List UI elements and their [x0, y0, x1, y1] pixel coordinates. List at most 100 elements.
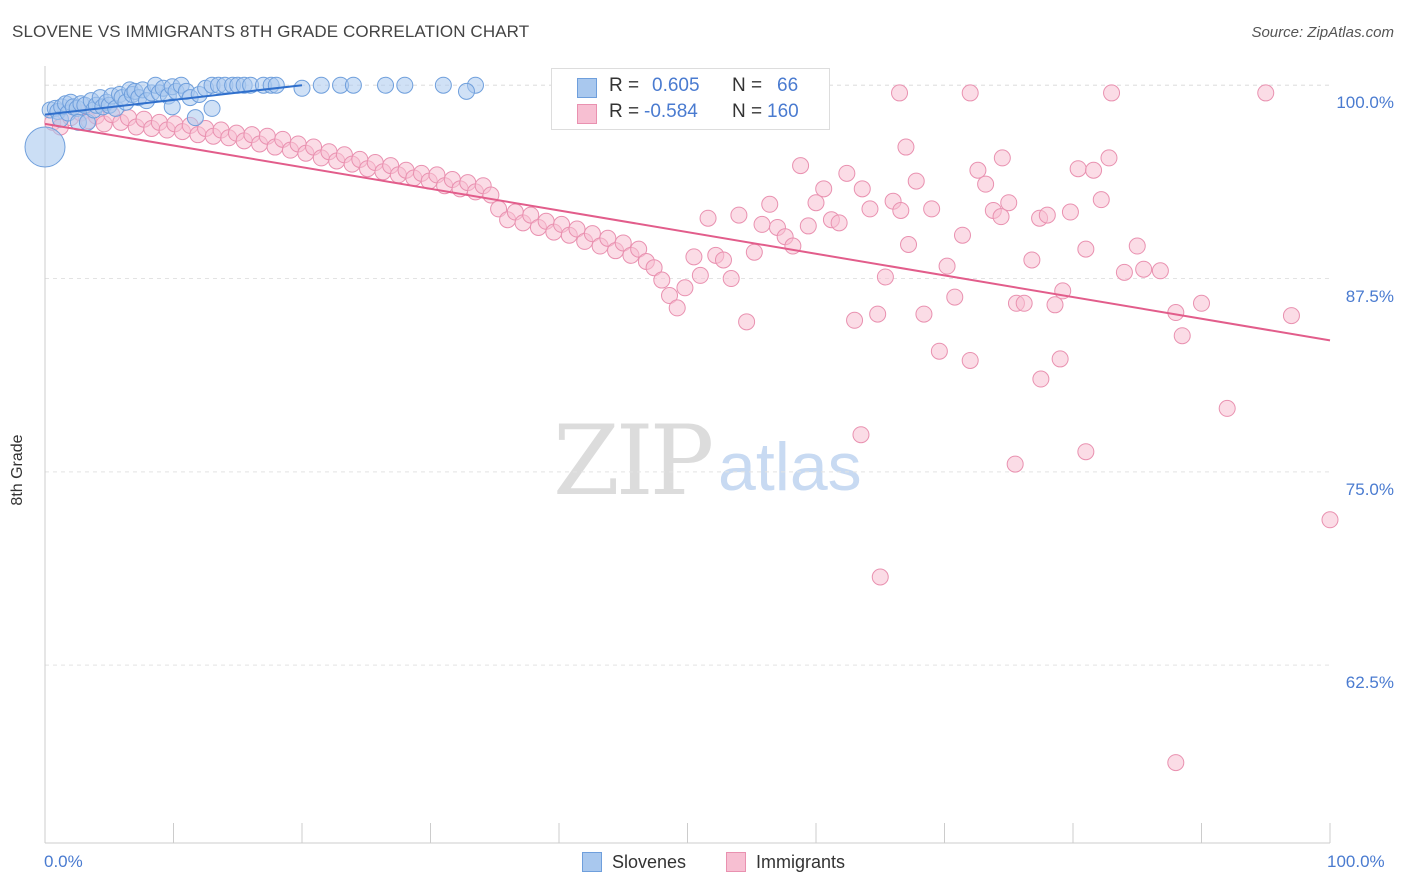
immigrants-point [1077, 240, 1095, 258]
immigrants-point [668, 299, 686, 317]
immigrants-point [993, 149, 1011, 167]
immigrants-point [930, 342, 948, 360]
watermark-atlas: atlas [718, 429, 862, 505]
immigrants-point [861, 200, 879, 218]
immigrants-point [977, 175, 995, 193]
slovenes-trend-line [44, 84, 303, 116]
immigrants-point [1023, 251, 1041, 269]
immigrants-point [614, 234, 632, 252]
immigrants-point [961, 351, 979, 369]
slovenes-point [396, 76, 414, 94]
slovenes-point [203, 99, 221, 117]
r-value: -0.584 [644, 101, 698, 122]
immigrants-point [1085, 161, 1103, 179]
immigrants-point [676, 279, 694, 297]
immigrants-point [630, 240, 648, 258]
immigrants-point [691, 266, 709, 284]
immigrants-point [761, 195, 779, 213]
slovenes-legend-icon [582, 852, 602, 872]
x-tick-label-max: 100.0% [1327, 852, 1385, 871]
slovenes-point [267, 76, 285, 94]
immigrants-point [1061, 203, 1079, 221]
gridlines [45, 84, 1330, 666]
immigrants-point [846, 311, 864, 329]
immigrants-point [852, 426, 870, 444]
immigrants-point [1015, 294, 1033, 312]
r-value: 0.605 [652, 75, 700, 96]
immigrants-point [891, 84, 909, 102]
watermark-zip: ZIP [553, 405, 714, 517]
immigrants-point [1167, 754, 1185, 772]
immigrants-point [730, 206, 748, 224]
immigrants-point [1100, 149, 1118, 167]
immigrants-point [1173, 327, 1191, 345]
immigrants-point [1151, 262, 1169, 280]
immigrants-point [869, 305, 887, 323]
immigrants-point [1032, 370, 1050, 388]
immigrants-point [815, 180, 833, 198]
immigrants-point [1038, 206, 1056, 224]
immigrants-point [1092, 191, 1110, 209]
slovenes-legend-label: Slovenes [612, 852, 687, 872]
axes [44, 66, 1331, 844]
slovenes-point [186, 109, 204, 127]
immigrants-point [853, 180, 871, 198]
y-tick-label: 75.0% [1345, 479, 1394, 499]
immigrants-trend-line [44, 122, 1331, 342]
immigrants-point [722, 270, 740, 288]
immigrants-point [876, 268, 894, 286]
immigrants-point [661, 287, 679, 305]
immigrants-point [992, 208, 1010, 226]
n-value: 160 [767, 101, 799, 122]
immigrants-point [522, 206, 540, 224]
immigrants-point [1115, 263, 1133, 281]
slovenes-point [457, 82, 475, 100]
n-label: N = [732, 101, 763, 122]
immigrants-point [946, 288, 964, 306]
immigrants-point [792, 157, 810, 175]
source-label: Source: ZipAtlas.com [1251, 24, 1394, 41]
immigrants-point [1193, 294, 1210, 312]
immigrants-point [583, 225, 601, 243]
immigrants-point [745, 243, 763, 261]
immigrants-point [714, 251, 732, 269]
immigrants-point [738, 313, 756, 331]
slovenes-swatch-icon [577, 78, 597, 98]
immigrants-point [871, 568, 889, 586]
trend-lines [44, 84, 1331, 342]
legend-row-immigrants: R = -0.584 N = 160 [552, 101, 829, 127]
immigrants-point [1006, 455, 1024, 473]
immigrants-point [1128, 237, 1146, 255]
immigrants-point [838, 164, 856, 182]
immigrants-point [953, 226, 971, 244]
immigrants-point [1077, 443, 1095, 461]
y-tick-label: 62.5% [1345, 673, 1394, 693]
immigrants-point [907, 172, 925, 190]
immigrants-point [900, 235, 918, 253]
r-label: R = [609, 75, 640, 96]
slovenes-point [344, 76, 362, 94]
immigrants-point [645, 259, 663, 277]
slovenes-point [434, 76, 452, 94]
immigrants-legend-label: Immigrants [756, 852, 846, 872]
immigrants-point [599, 229, 617, 247]
immigrants-point [1051, 350, 1069, 368]
immigrants-point [753, 215, 771, 233]
immigrants-point [1282, 307, 1300, 325]
y-tick-label: 100.0% [1336, 93, 1394, 113]
x-tick-label-min: 0.0% [44, 852, 83, 871]
immigrants-point [568, 220, 586, 238]
chart-title: SLOVENE VS IMMIGRANTS 8TH GRADE CORRELAT… [12, 22, 530, 41]
y-tick-label: 87.5% [1345, 286, 1394, 306]
slovenes-point [163, 98, 181, 116]
immigrants-point [1135, 260, 1153, 278]
slovenes-point-large [24, 126, 66, 168]
immigrants-point [1069, 160, 1087, 178]
stats-legend: R = 0.605 N = 66 R = -0.584 N = 160 [551, 68, 830, 130]
immigrants-point [892, 201, 910, 219]
immigrants-points [44, 84, 1339, 772]
immigrants-point [923, 200, 941, 218]
n-value: 66 [777, 75, 799, 96]
immigrants-point [938, 257, 956, 275]
